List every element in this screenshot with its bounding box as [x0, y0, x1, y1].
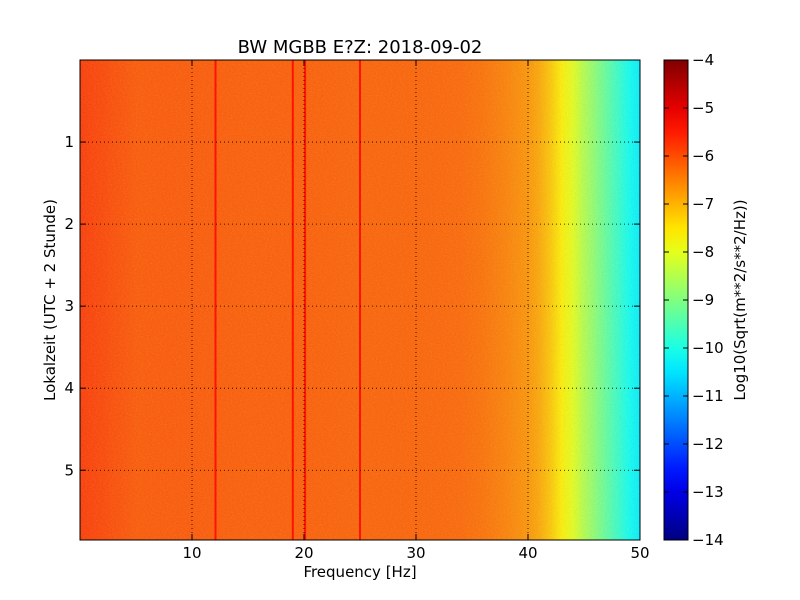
- spectral-lines: [214, 60, 361, 540]
- x-axis-label: Frequency [Hz]: [303, 563, 416, 581]
- chart-title: BW MGBB E?Z: 2018-09-02: [238, 37, 483, 58]
- y-tick-label-1: 2: [64, 215, 74, 233]
- colorbar-label: Log10(Sqrt(m**2/s**2/Hz)): [731, 199, 749, 400]
- colorbar: −4 −5 −6 −7 −8 −9 −10 −11 −12 −13 −14 Log10(Sqrt(m…: [663, 51, 749, 549]
- colorbar-tick-label-7: −11: [692, 387, 724, 405]
- y-tick-label-2: 3: [64, 297, 74, 315]
- x-tick-label-0: 10: [182, 544, 201, 562]
- colorbar-tick-label-5: −9: [692, 291, 714, 309]
- colorbar-tick-label-6: −10: [692, 339, 724, 357]
- y-axis-ticks: 1 2 3 4 5: [64, 133, 640, 479]
- plot-area: [80, 60, 640, 540]
- colorbar-tick-label-4: −8: [692, 243, 714, 261]
- x-tick-label-1: 20: [294, 544, 313, 562]
- colorbar-ticks: −4 −5 −6 −7 −8 −9 −10 −11 −12 −13 −14: [664, 51, 724, 549]
- colorbar-tick-label-8: −12: [692, 435, 724, 453]
- spectral-line-0: [214, 60, 217, 540]
- grid-lines: [80, 60, 640, 540]
- x-axis-ticks: 10 20 30 40 50: [182, 60, 650, 562]
- colorbar-tick-label-2: −6: [692, 147, 714, 165]
- y-tick-label-4: 5: [64, 461, 74, 479]
- x-tick-label-2: 30: [406, 544, 425, 562]
- y-tick-label-0: 1: [64, 133, 74, 151]
- x-tick-label-4: 50: [630, 544, 649, 562]
- colorbar-tick-label-0: −4: [692, 51, 714, 69]
- colorbar-tick-label-3: −7: [692, 195, 714, 213]
- colorbar-tick-label-10: −14: [692, 531, 724, 549]
- spectral-line-2: [304, 60, 307, 540]
- y-tick-label-3: 4: [64, 379, 74, 397]
- spectral-line-3: [359, 60, 361, 540]
- colorbar-tick-label-9: −13: [692, 483, 724, 501]
- y-axis-label: Lokalzeit (UTC + 2 Stunde): [41, 199, 59, 401]
- colorbar-tick-label-1: −5: [692, 99, 714, 117]
- spectral-line-1: [291, 60, 294, 540]
- x-tick-label-3: 40: [518, 544, 537, 562]
- plot-frame: [79, 59, 641, 541]
